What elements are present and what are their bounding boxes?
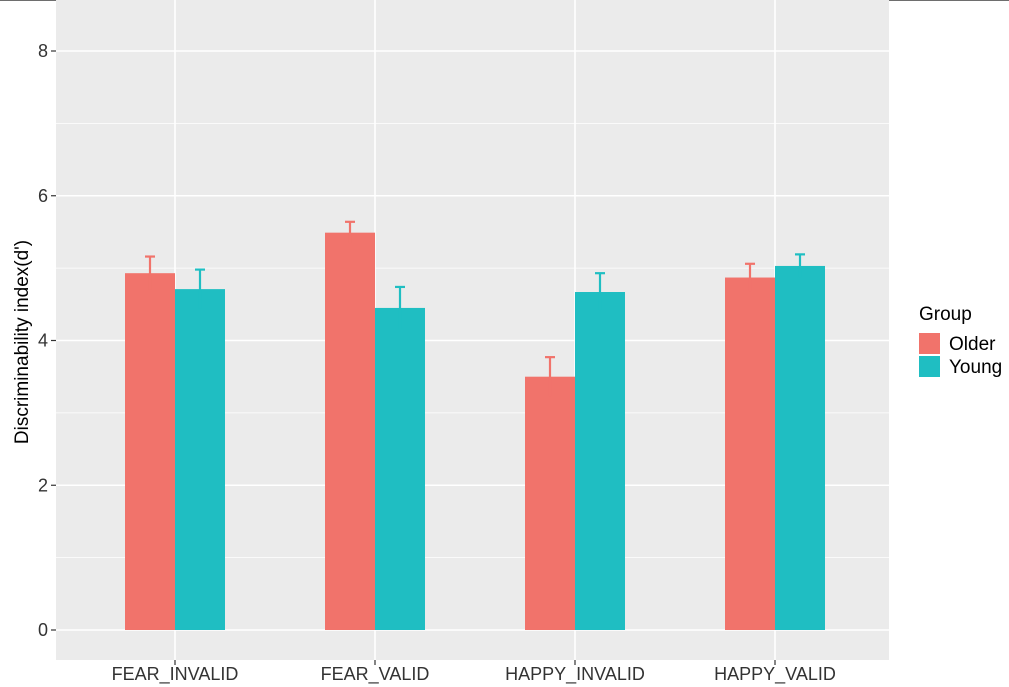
bar-young-fear_valid [375,307,425,630]
y-tick-label: 8 [38,41,48,61]
y-tick-label: 4 [38,331,48,351]
x-tick-label: HAPPY_INVALID [505,664,645,685]
bar-young-happy_invalid [575,292,625,630]
bars [125,232,825,630]
bar-young-fear_invalid [175,289,225,630]
error-bar-young-fear_invalid [195,268,205,309]
x-tick-label: HAPPY_VALID [714,664,836,685]
error-bar-young-happy_invalid [595,272,605,311]
bar-older-fear_valid [325,232,375,630]
legend-label-older: Older [949,334,996,355]
bar-older-happy_valid [725,277,775,630]
y-axis: 0 2 4 6 8 [38,41,56,640]
error-bar-older-fear_invalid [145,255,155,290]
error-bar-older-fear_valid [345,220,355,244]
x-tick-label: FEAR_INVALID [112,664,239,685]
bar-older-happy_invalid [525,376,575,630]
bar-young-happy_valid [775,265,825,630]
y-tick-label: 0 [38,620,48,640]
y-tick-label: 6 [38,186,48,206]
legend-label-young: Young [949,357,1002,378]
legend-title: Group [919,304,972,325]
y-tick-label: 2 [38,475,48,495]
error-bar-young-happy_valid [795,253,805,278]
x-tick-label: FEAR_VALID [321,664,430,685]
legend-key-young [919,356,940,377]
bar-older-fear_invalid [125,273,175,630]
y-axis-title: Discriminability index(d') [12,240,33,444]
legend-key-older [919,333,940,354]
error-bars [145,220,805,397]
error-bar-older-happy_invalid [545,356,555,397]
error-bar-older-happy_valid [745,262,755,292]
error-bar-young-fear_valid [395,285,405,329]
x-axis: FEAR_INVALID FEAR_VALID HAPPY_INVALID HAPPY… [112,660,836,685]
